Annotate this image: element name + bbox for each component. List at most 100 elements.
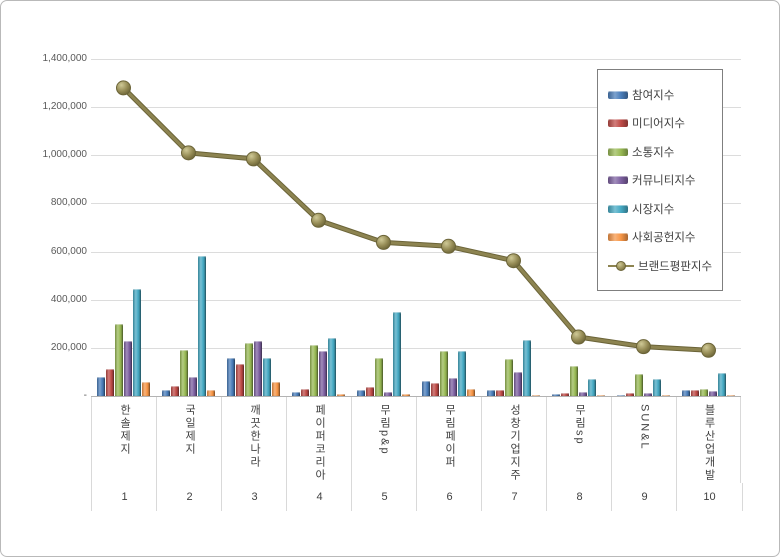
bar-series2-cat3 (236, 363, 244, 396)
bar-series3-cat9 (635, 373, 643, 396)
y-axis-label: 1,400,000 (42, 53, 88, 64)
category-label: 페이퍼코리아 (313, 404, 326, 482)
legend-label: 시장지수 (632, 203, 675, 216)
bar-series6-cat10 (727, 395, 735, 396)
bar-series5-cat8 (588, 378, 596, 396)
category-label: 블루산업개발 (703, 404, 715, 482)
category-cell: 성창기업지주 (481, 397, 546, 483)
bar-series1-cat9 (617, 394, 625, 396)
trend-marker (506, 253, 521, 269)
category-label: 무림p&p (378, 404, 391, 456)
legend-swatch-icon (608, 90, 628, 99)
category-cell: 페이퍼코리아 (286, 397, 351, 483)
legend-label: 브랜드평판지수 (638, 260, 713, 273)
bar-series2-cat8 (561, 392, 569, 396)
category-cell: 무림p&p (351, 397, 416, 483)
bar-series4-cat9 (644, 392, 652, 396)
bar-series2-cat2 (171, 385, 179, 396)
bar-series3-cat4 (310, 344, 318, 396)
bar-series5-cat1 (133, 289, 141, 396)
bar-series6-cat6 (467, 388, 475, 396)
x-axis-line (91, 396, 741, 397)
trend-marker (636, 339, 651, 355)
bar-series5-cat3 (263, 358, 271, 396)
category-cell: 무림sp (546, 397, 611, 483)
rank-label: 8 (546, 483, 612, 511)
bar-series3-cat7 (505, 358, 513, 396)
category-label: 깨끗한나라 (248, 404, 261, 469)
rank-label: 3 (221, 483, 287, 511)
y-axis-label: 1,200,000 (42, 101, 88, 113)
bar-series2-cat1 (106, 368, 114, 396)
trend-marker (311, 212, 326, 228)
legend-swatch-icon (608, 176, 628, 184)
legend-item-6: 사회공헌지수 (608, 229, 722, 245)
y-axis-label: 400,000 (50, 293, 87, 305)
legend-item-5: 시장지수 (608, 201, 722, 217)
category-cell: 깨끗한나라 (221, 397, 286, 483)
bar-series1-cat6 (422, 380, 430, 396)
bar-series1-cat10 (682, 390, 690, 396)
category-cell: 국일제지 (156, 397, 221, 483)
category-label: SUN&L (638, 404, 651, 451)
bar-series3-cat1 (115, 323, 123, 396)
bar-series6-cat2 (207, 389, 215, 396)
bar-series4-cat4 (319, 351, 327, 396)
bar-series3-cat3 (245, 342, 253, 396)
legend-item-3: 소통지수 (608, 144, 722, 160)
rank-label: 1 (91, 483, 157, 511)
bar-series5-cat2 (198, 255, 206, 396)
y-axis-label: 600,000 (50, 245, 87, 257)
legend-label: 참여지수 (632, 89, 675, 102)
trend-marker (571, 329, 586, 345)
category-label: 성창기업지주 (508, 404, 521, 482)
bar-series5-cat10 (718, 372, 726, 396)
bar-series1-cat1 (97, 376, 105, 396)
rank-label: 10 (676, 483, 743, 511)
bar-series2-cat9 (626, 392, 634, 396)
gridline (91, 299, 741, 301)
rank-label: 5 (351, 483, 417, 511)
trend-marker (116, 80, 131, 96)
bar-series2-cat7 (496, 389, 504, 396)
legend-item-2: 미디어지수 (608, 115, 722, 131)
trend-marker (376, 234, 391, 250)
bar-series5-cat4 (328, 338, 336, 396)
legend-swatch-icon (608, 204, 628, 213)
bar-series1-cat7 (487, 389, 495, 396)
bar-series6-cat9 (662, 395, 670, 396)
bar-series6-cat4 (337, 394, 345, 396)
y-axis-label: - (83, 390, 87, 401)
category-cell: 블루산업개발 (676, 397, 741, 483)
trend-marker (246, 151, 261, 167)
category-label: 무림sp (573, 404, 586, 446)
bar-series4-cat6 (449, 377, 457, 396)
bar-series4-cat1 (124, 340, 132, 396)
gridline (91, 347, 741, 349)
rank-label: 4 (286, 483, 352, 511)
bar-series3-cat10 (700, 388, 708, 396)
legend-label: 커뮤니티지수 (632, 175, 696, 187)
legend-item-1: 참여지수 (608, 87, 722, 103)
rank-label: 7 (481, 483, 547, 511)
bar-series3-cat8 (570, 365, 578, 396)
legend-line-marker-icon (608, 260, 634, 271)
legend-label: 미디어지수 (632, 118, 685, 130)
legend-swatch-icon (608, 119, 628, 127)
category-label: 무림페이퍼 (443, 404, 456, 469)
category-cell: SUN&L (611, 397, 676, 483)
bar-series6-cat3 (272, 381, 280, 396)
bar-series5-cat5 (393, 311, 401, 396)
category-label: 국일제지 (183, 404, 196, 456)
bar-series5-cat9 (653, 378, 661, 396)
bar-series3-cat2 (180, 350, 188, 396)
bar-series3-cat5 (375, 357, 383, 396)
bar-series1-cat8 (552, 394, 560, 396)
legend-swatch-icon (608, 233, 628, 241)
legend-item-4: 커뮤니티지수 (608, 172, 722, 188)
bar-series4-cat2 (189, 377, 197, 396)
bar-series5-cat6 (458, 351, 466, 396)
bar-series5-cat7 (523, 340, 531, 396)
